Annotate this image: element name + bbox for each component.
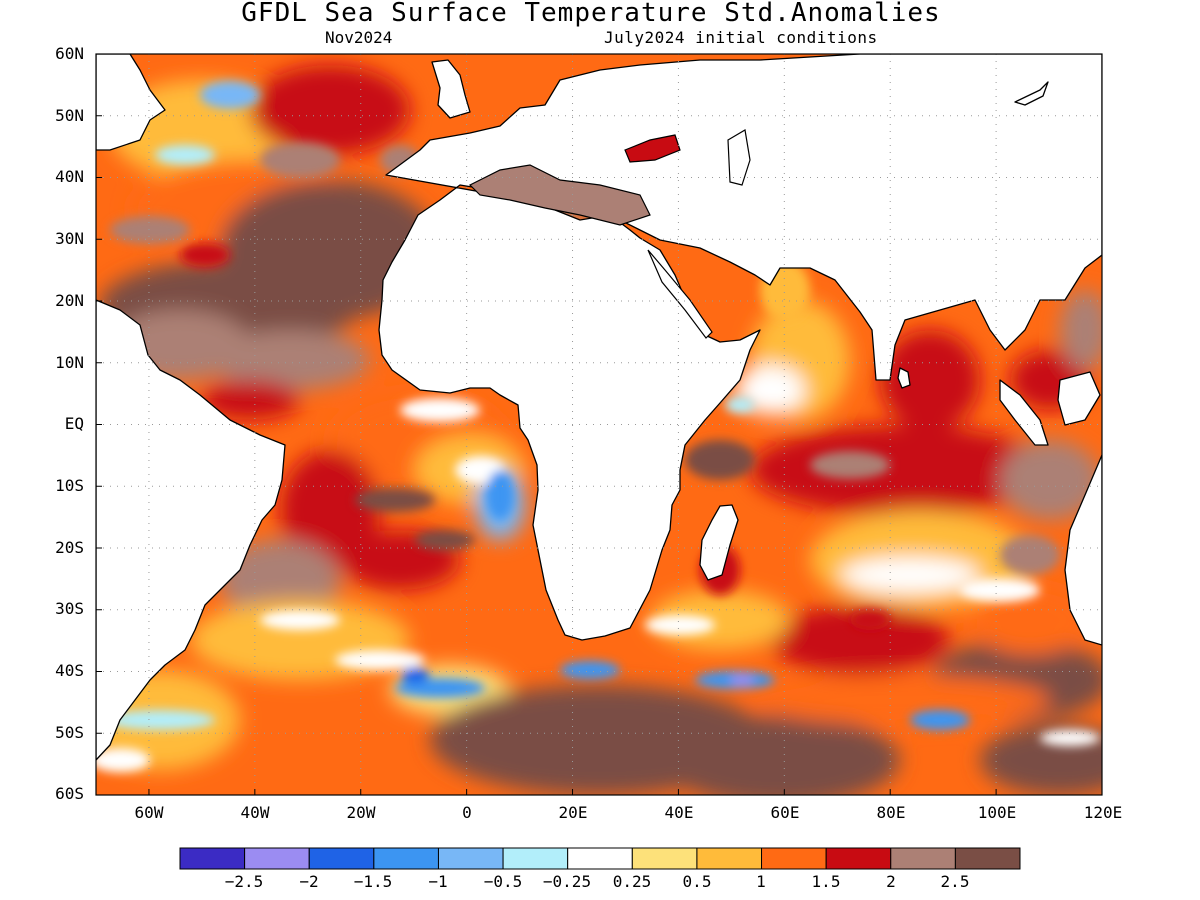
colorbar-label: −1	[428, 872, 448, 891]
colorbar-swatch	[696, 847, 763, 870]
colorbar-swatch	[890, 847, 956, 870]
colorbar-swatch	[308, 847, 375, 870]
colorbar-label: 2	[886, 872, 896, 891]
lat-tick: 30S	[55, 599, 84, 618]
lon-tick: 0	[462, 803, 472, 822]
lat-tick: 40S	[55, 661, 84, 680]
lat-tick: 20N	[55, 291, 84, 310]
colorbar-swatch	[954, 847, 1021, 870]
colorbar-swatch	[179, 847, 246, 870]
lon-tick: 40E	[664, 803, 694, 822]
colorbar-swatch	[825, 847, 892, 870]
lon-tick: 40W	[240, 803, 270, 822]
colorbar-label: 0.5	[682, 872, 712, 891]
lat-tick: 10N	[55, 353, 84, 372]
lon-tick: 60E	[770, 803, 800, 822]
colorbar-label: −1.5	[353, 872, 393, 891]
map-title: GFDL Sea Surface Temperature Std.Anomali…	[241, 0, 941, 28]
colorbar-label: 2.5	[940, 872, 970, 891]
colorbar-label: −2	[299, 872, 319, 891]
colorbar	[179, 847, 1021, 870]
lon-tick: 80E	[876, 803, 906, 822]
axis-tick-marks	[96, 53, 1103, 796]
lon-tick: 100E	[977, 803, 1017, 822]
lon-tick: 120E	[1083, 803, 1123, 822]
sst-anomaly-field	[96, 54, 1102, 795]
colorbar-swatch	[761, 847, 827, 870]
colorbar-swatch	[373, 847, 439, 870]
lat-tick: 50N	[55, 106, 84, 125]
forecast-month: Nov2024	[325, 28, 393, 47]
lat-tick: 60N	[55, 44, 84, 63]
colorbar-swatch	[567, 847, 633, 870]
lat-tick: EQ	[64, 414, 84, 433]
colorbar-swatch	[244, 847, 310, 870]
colorbar-swatch	[502, 847, 569, 870]
colorbar-swatch	[437, 847, 504, 870]
lat-tick: 60S	[55, 784, 84, 803]
colorbar-label: −0.5	[483, 872, 523, 891]
lon-tick: 60W	[134, 803, 164, 822]
inland-seas	[468, 129, 751, 339]
lat-tick: 50S	[55, 723, 84, 742]
lat-tick: 40N	[55, 167, 84, 186]
lat-tick: 20S	[55, 538, 84, 557]
colorbar-label: 0.25	[612, 872, 652, 891]
initial-conditions-label: July2024 initial conditions	[604, 28, 878, 47]
lon-tick: 20W	[346, 803, 376, 822]
colorbar-label: 1	[756, 872, 766, 891]
lat-tick: 30N	[55, 229, 84, 248]
colorbar-label: −2.5	[224, 872, 264, 891]
lat-tick: 10S	[55, 476, 84, 495]
colorbar-label: 1.5	[811, 872, 841, 891]
lon-tick: 20E	[558, 803, 588, 822]
colorbar-swatch	[631, 847, 698, 870]
colorbar-label: −0.25	[542, 872, 592, 891]
